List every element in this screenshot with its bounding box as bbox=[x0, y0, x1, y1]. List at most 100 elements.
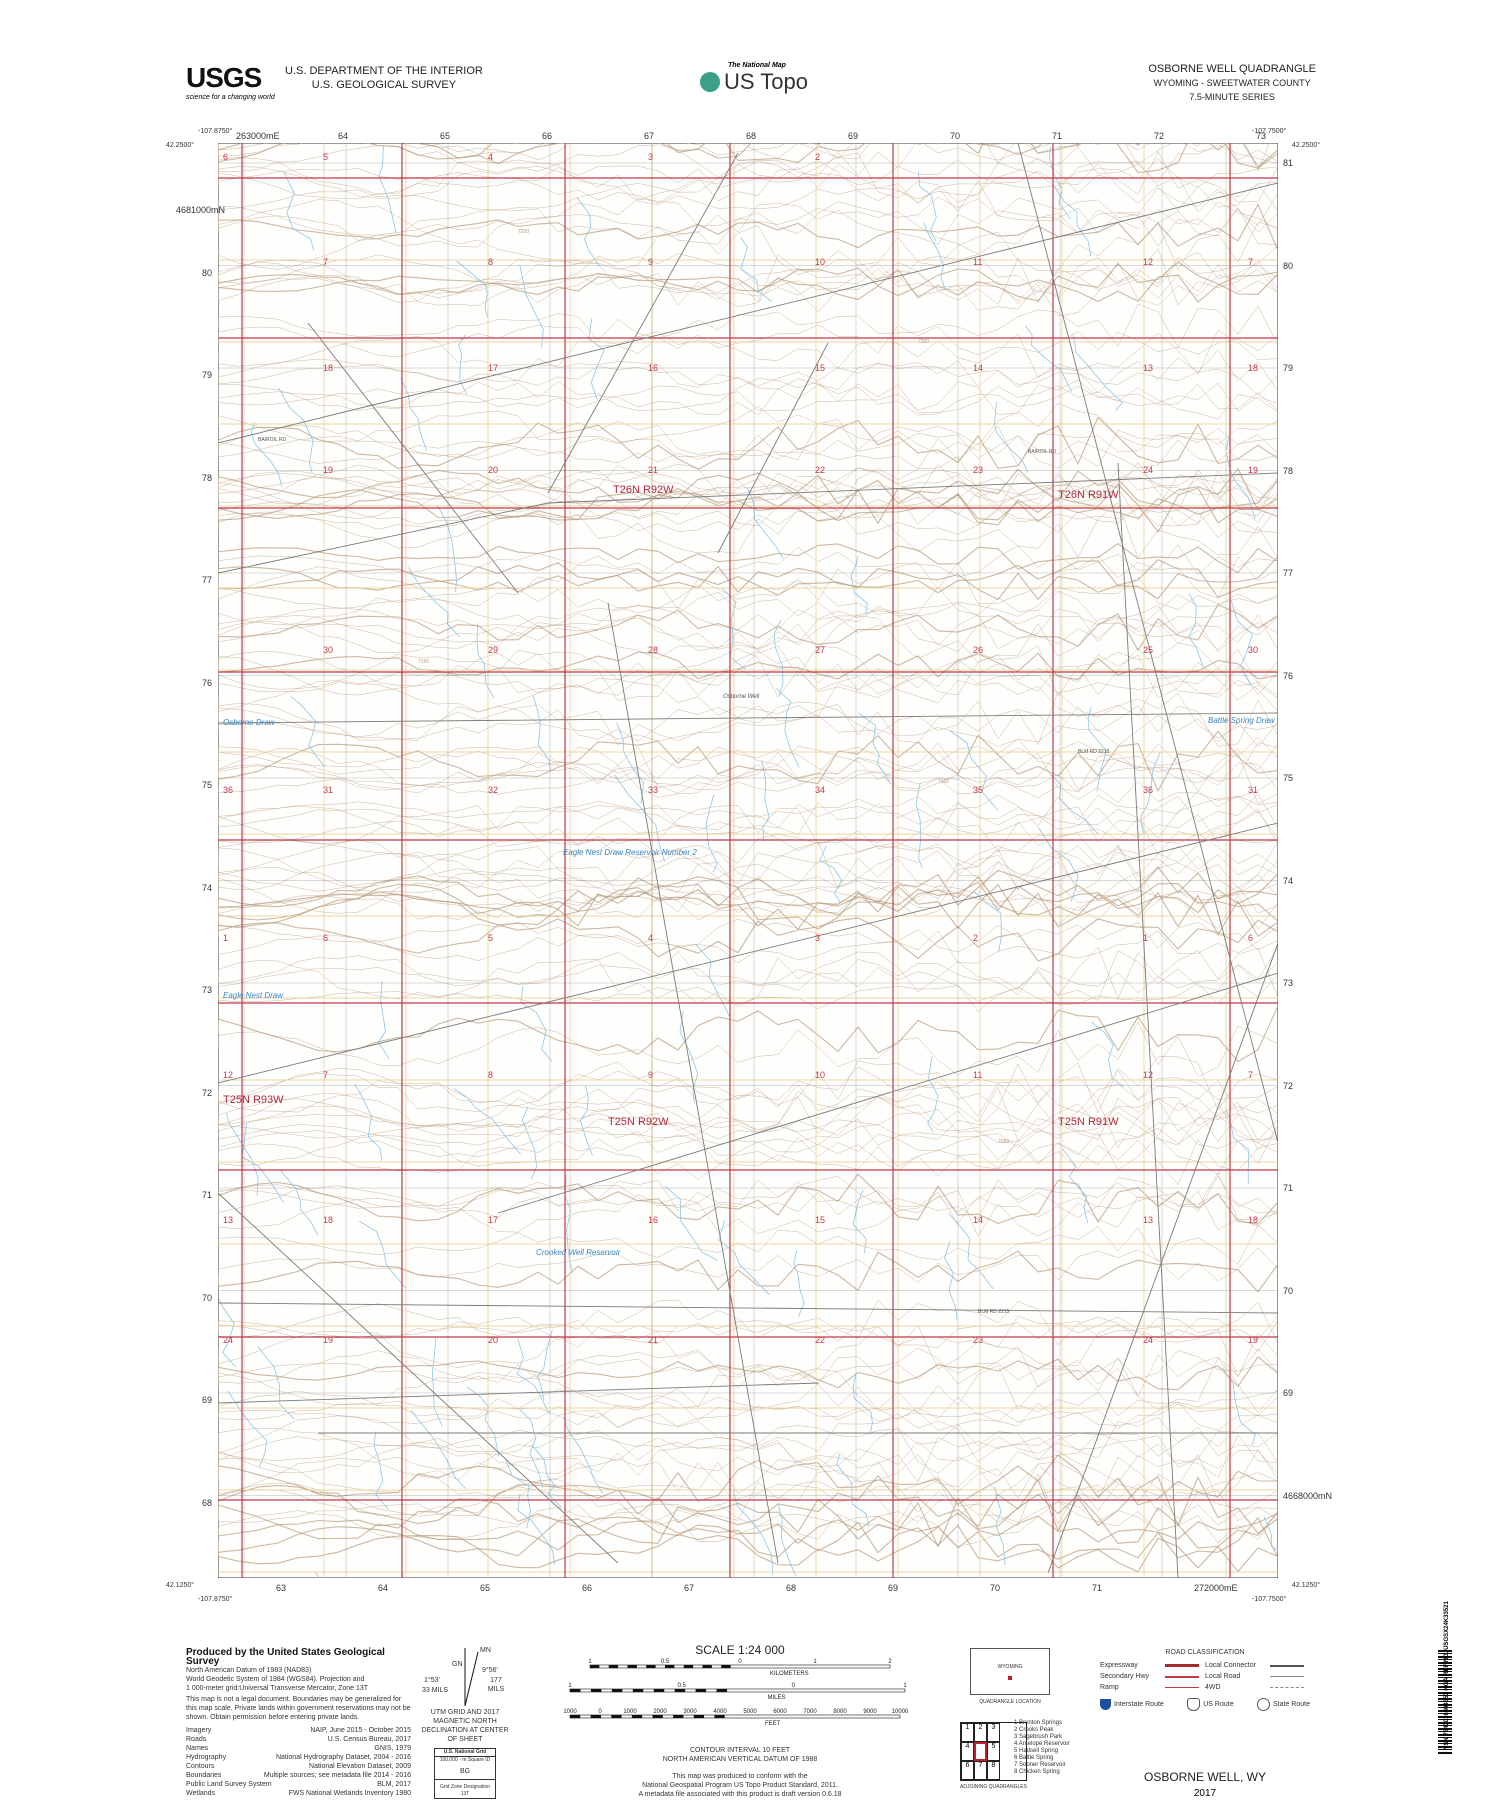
credit-label: Names bbox=[186, 1745, 209, 1752]
road-legend-item: Expressway bbox=[1100, 1661, 1205, 1670]
stream bbox=[278, 387, 314, 474]
scale-tick: 0 bbox=[792, 1683, 796, 1689]
stream bbox=[793, 1250, 805, 1318]
stream bbox=[819, 845, 843, 904]
section-number: 14 bbox=[973, 1215, 983, 1225]
contour-line bbox=[218, 496, 1278, 534]
stream bbox=[1061, 1148, 1089, 1224]
standard-line: National Geospatial Program US Topo Prod… bbox=[642, 1782, 838, 1789]
stream bbox=[858, 712, 892, 784]
contour-line bbox=[218, 753, 1278, 794]
utm-tick-top: 73 bbox=[1256, 131, 1267, 141]
contour-line bbox=[218, 248, 1278, 306]
section-number: 30 bbox=[1248, 645, 1258, 655]
stream bbox=[1038, 827, 1079, 902]
road-legend-title: ROAD CLASSIFICATION bbox=[1165, 1649, 1245, 1656]
contour-line bbox=[218, 651, 1278, 701]
stream bbox=[679, 1011, 699, 1103]
contour-line bbox=[218, 1491, 1278, 1531]
usgs-tagline: science for a changing world bbox=[186, 94, 275, 101]
utm-tick-left: 80 bbox=[202, 267, 213, 278]
contour-line bbox=[218, 1526, 1278, 1573]
ne-lon: -107.7500° bbox=[1252, 128, 1287, 135]
utm-tick-left: 69 bbox=[202, 1395, 213, 1405]
utm-tick-bottom: 71 bbox=[1092, 1583, 1103, 1593]
section-number: 18 bbox=[323, 1215, 333, 1225]
contour-line bbox=[218, 420, 1278, 467]
section-number: 25 bbox=[1143, 645, 1153, 655]
utm-tick-left: 72 bbox=[202, 1087, 213, 1098]
se-lon: -107.7500° bbox=[1252, 1596, 1287, 1603]
contour-line bbox=[218, 1247, 1278, 1283]
stream bbox=[257, 1345, 295, 1420]
contour-line bbox=[218, 1112, 1278, 1151]
dept-line2: U.S. GEOLOGICAL SURVEY bbox=[311, 79, 457, 91]
contour-line bbox=[218, 329, 1278, 378]
contour-line bbox=[218, 576, 1278, 617]
stream bbox=[400, 377, 427, 451]
section-number: 30 bbox=[323, 645, 333, 655]
contour-line bbox=[218, 1250, 1278, 1293]
utm-tick-bottom: 63 bbox=[276, 1583, 287, 1593]
contour-line bbox=[218, 1021, 1278, 1077]
contour-line bbox=[218, 1190, 1278, 1237]
contour-line bbox=[218, 429, 1278, 469]
scale-segment bbox=[674, 1689, 686, 1692]
section-number: 13 bbox=[223, 1215, 233, 1225]
stream bbox=[466, 1386, 500, 1457]
stream bbox=[949, 730, 999, 811]
section-number: 7 bbox=[323, 257, 328, 267]
road bbox=[218, 712, 1278, 724]
section-number: 34 bbox=[815, 785, 825, 795]
utm-tick-right: 80 bbox=[1283, 260, 1294, 271]
adjoining-cell: 1 bbox=[961, 1723, 974, 1742]
gn-mils: 33 MILS bbox=[422, 1687, 449, 1694]
contour-line bbox=[218, 1350, 1278, 1385]
stream bbox=[456, 260, 488, 318]
contour-label: 7200 bbox=[918, 339, 929, 345]
contour-line bbox=[218, 845, 1278, 893]
utm-tick-left: 76 bbox=[202, 677, 213, 688]
scale-segment bbox=[714, 1715, 725, 1718]
contour-line bbox=[218, 470, 1278, 526]
utm-tick-bottom: 67 bbox=[684, 1583, 695, 1593]
utm-tick-right: 76 bbox=[1283, 670, 1294, 681]
utm-tick-left: 75 bbox=[202, 780, 213, 790]
section-number: 13 bbox=[1143, 1215, 1153, 1225]
stream bbox=[521, 1106, 538, 1180]
usgs-logo-text: USGS bbox=[186, 62, 262, 93]
contour-line bbox=[218, 841, 1278, 893]
contour-line bbox=[218, 1454, 1278, 1506]
stream bbox=[1053, 186, 1092, 257]
stream bbox=[358, 1220, 406, 1288]
contour-line bbox=[218, 1493, 1278, 1549]
section-number: 19 bbox=[1248, 1335, 1258, 1345]
road bbox=[218, 1192, 619, 1564]
scale-tick: 1000 bbox=[623, 1709, 637, 1715]
stream bbox=[378, 146, 397, 234]
credit-value: National Hydrography Dataset, 2004 - 201… bbox=[275, 1754, 411, 1761]
road-legend-item: Local Road bbox=[1205, 1672, 1310, 1681]
scale-tick: 1 bbox=[588, 1659, 592, 1665]
scale-segment bbox=[673, 1715, 684, 1718]
section-number: 31 bbox=[323, 785, 333, 795]
contour-line bbox=[218, 926, 1278, 964]
scale-tick: 5000 bbox=[743, 1709, 757, 1715]
contour-line bbox=[218, 559, 1278, 601]
section-number: 23 bbox=[973, 1335, 983, 1345]
adjoining-cell: 2 bbox=[974, 1723, 987, 1742]
contour-line bbox=[218, 143, 1278, 162]
stream bbox=[747, 487, 784, 559]
section-number: 8 bbox=[488, 1070, 493, 1080]
road-type-label: Local Road bbox=[1205, 1673, 1241, 1680]
place-label: Eagle Nest Draw Reservoir Number 2 bbox=[563, 848, 697, 857]
contour-line bbox=[218, 467, 1278, 511]
utm-tick-right: 69 bbox=[1283, 1388, 1294, 1398]
contour-line bbox=[218, 1483, 1278, 1526]
section-number: 6 bbox=[323, 933, 328, 943]
contour-line bbox=[218, 261, 1278, 302]
road-symbol bbox=[1270, 1676, 1304, 1677]
contour-line bbox=[218, 1175, 1278, 1224]
scale-segment bbox=[632, 1689, 644, 1692]
